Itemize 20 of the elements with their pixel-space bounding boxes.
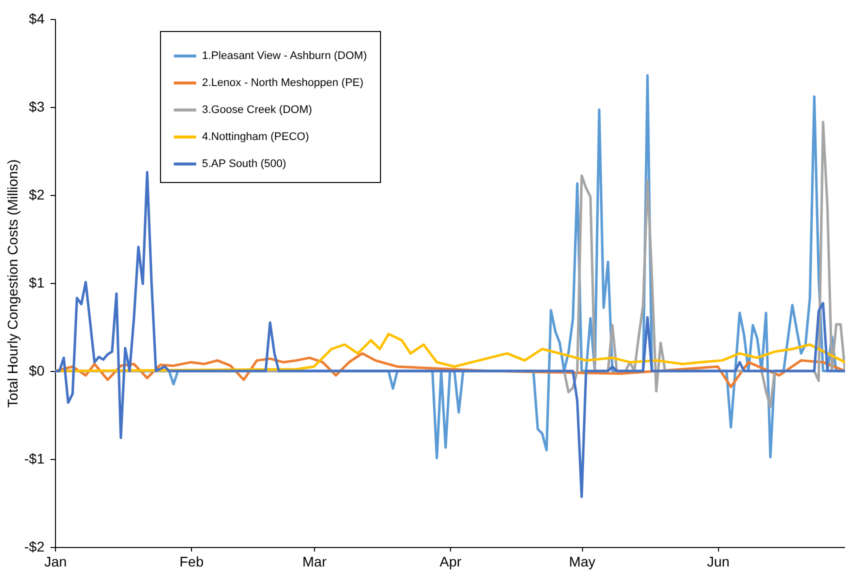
legend-label: 2.Lenox - North Meshoppen (PE) [202, 77, 364, 89]
x-tick-label: Jan [44, 554, 67, 570]
legend-label: 4.Nottingham (PECO) [202, 131, 309, 143]
y-tick-label: -$2 [24, 538, 45, 554]
y-tick-label: $3 [28, 98, 45, 114]
x-tick-label: Jun [706, 554, 730, 570]
y-tick-label: $1 [28, 274, 45, 290]
x-tick-label: Feb [179, 554, 204, 570]
y-tick-label: $4 [28, 10, 45, 26]
line-series [55, 170, 845, 498]
x-tick-label: Mar [302, 554, 327, 570]
legend-label: 3.Goose Creek (DOM) [202, 104, 312, 116]
legend-label: 5.AP South (500) [202, 158, 286, 170]
x-tick-label: Apr [440, 554, 462, 570]
y-axis-title: Total Hourly Congestion Costs (Millions) [4, 159, 20, 408]
y-tick-label: -$1 [24, 450, 45, 466]
x-tick-label: May [568, 554, 596, 570]
y-tick-label: $0 [28, 362, 45, 378]
y-tick-label: $2 [28, 186, 45, 202]
legend-label: 1.Pleasant View - Ashburn (DOM) [202, 50, 367, 62]
